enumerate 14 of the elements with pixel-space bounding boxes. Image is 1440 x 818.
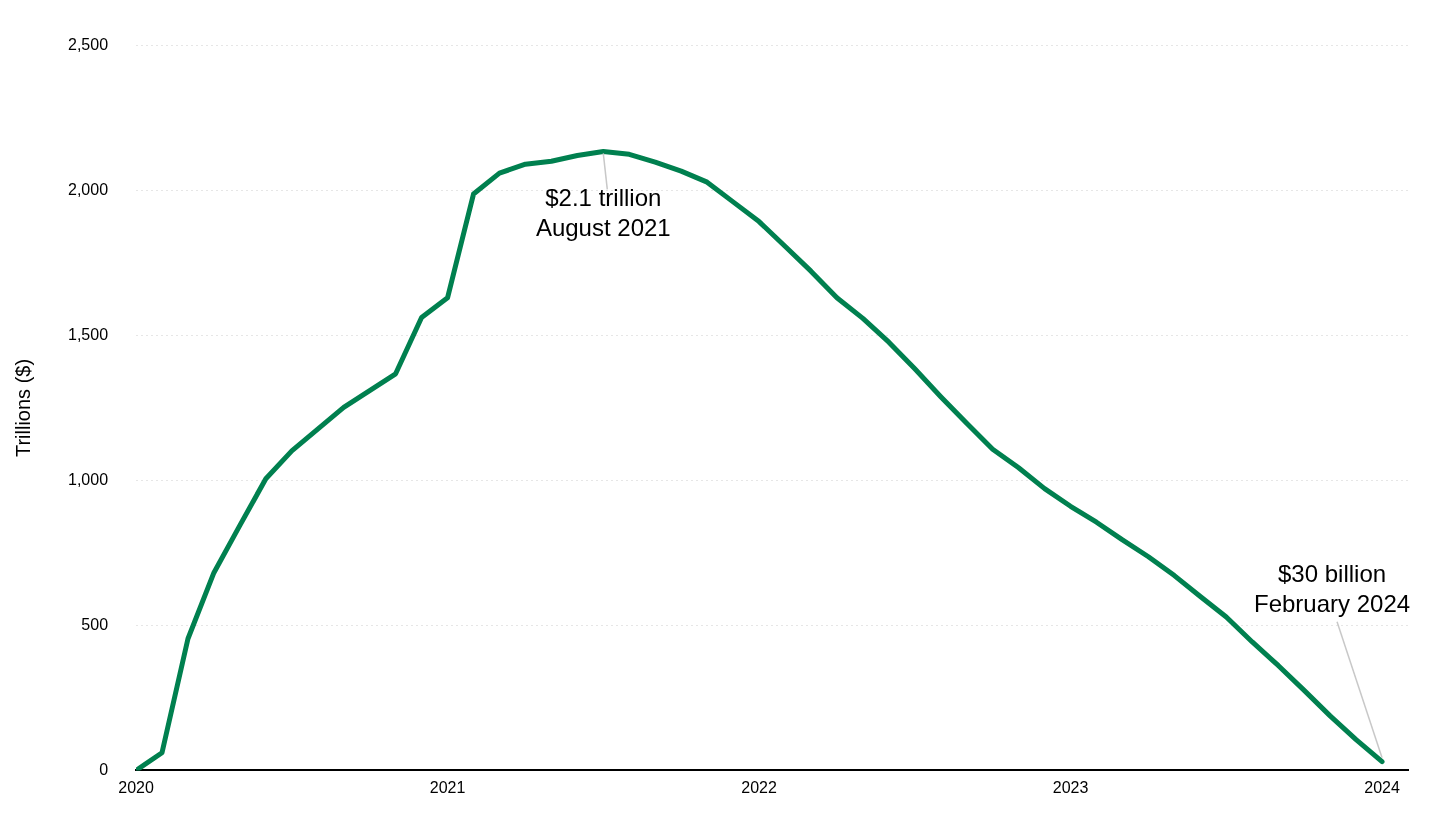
x-tick-label: 2022 [741,779,777,797]
x-tick-label: 2024 [1364,779,1400,797]
y-tick-label: 2,000 [67,180,109,198]
x-tick-label: 2020 [118,779,154,797]
y-axis-title: Trillions ($) [11,358,34,458]
y-tick-label: 500 [81,615,109,633]
annotation: $2.1 trillion August 2021 [535,184,671,242]
annotation: $30 billion February 2024 [1253,559,1411,617]
y-tick-label: 0 [99,760,109,778]
y-tick-label: 1,500 [67,325,109,343]
y-tick-label: 1,000 [67,470,109,488]
x-tick-label: 2023 [1052,779,1089,797]
y-tick-label: 2,500 [67,36,109,54]
x-tick-label: 2021 [429,779,466,797]
